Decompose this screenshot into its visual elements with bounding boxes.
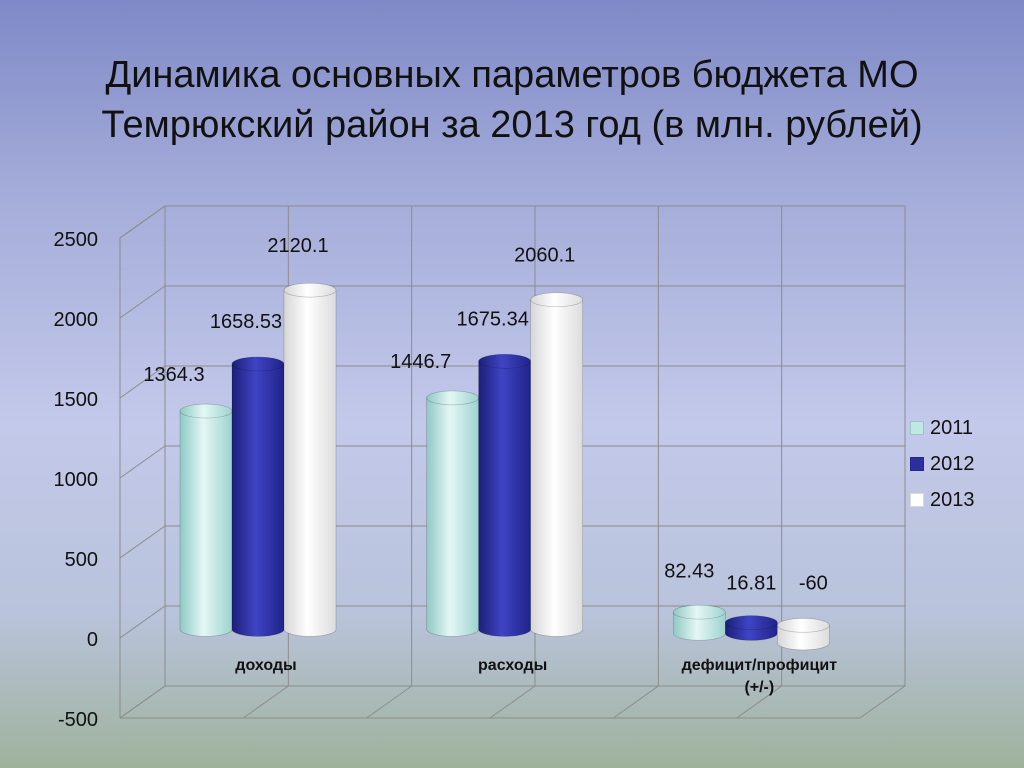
chart-title: Динамика основных параметров бюджета МО … (40, 50, 984, 150)
data-label: 1446.7 (390, 351, 451, 373)
floor-divider (489, 685, 536, 719)
bar-body (777, 625, 830, 651)
bar-body (179, 410, 233, 637)
legend: 2011 2012 2013 (910, 410, 975, 518)
bar-2011-0 (179, 403, 233, 637)
gridline-side (119, 285, 166, 319)
y-tick-label: 1000 (54, 469, 99, 491)
data-label: -60 (799, 572, 828, 594)
bar-2012-2 (725, 615, 778, 641)
data-labels: 1364.3 1658.53 2120.1 1446.7 1675.34 2060.1 82… (143, 235, 827, 594)
y-tick-label: 1500 (54, 389, 99, 411)
floor-divider (736, 685, 782, 719)
bar-body (426, 397, 479, 637)
bar-body (231, 363, 285, 637)
y-tick-label: 2500 (54, 229, 99, 251)
category-label: расходы (478, 657, 547, 674)
floor-divider (243, 685, 289, 719)
data-label: 2120.1 (267, 235, 328, 257)
legend-label: 2012 (930, 452, 975, 475)
category-labels: доходы расходы дефицит/профицит (+/-) (235, 657, 837, 696)
legend-label: 2013 (930, 488, 975, 511)
gridline-side (119, 445, 166, 479)
bar-top (283, 282, 337, 298)
legend-item-2013: 2013 (910, 482, 975, 518)
data-label: 1658.53 (210, 311, 282, 333)
legend-swatch (910, 421, 924, 435)
bars (179, 282, 830, 651)
bar-top (530, 292, 583, 308)
legend-label: 2011 (930, 416, 974, 439)
y-tick-label: 2000 (54, 309, 99, 331)
chart-title-line1: Динамика основных параметров бюджета МО (105, 54, 919, 96)
floor-divider (613, 685, 659, 719)
category-label: дефицит/профицит (+/-) (682, 657, 838, 696)
category-label-line: (+/-) (744, 679, 774, 696)
bar-2012-0 (231, 356, 285, 637)
bar-2012-1 (478, 354, 531, 637)
gridline-side (119, 365, 166, 399)
gridline-side (119, 525, 166, 559)
legend-swatch (910, 457, 924, 471)
bar-top (231, 356, 285, 372)
bar-top (777, 618, 830, 633)
floor-edge (859, 685, 906, 719)
data-label: 82.43 (664, 560, 714, 582)
category-label-line: доходы (235, 657, 296, 674)
bar-2013-1 (530, 292, 583, 637)
bar-top (179, 403, 233, 419)
category-label-line: дефицит/профицит (682, 657, 838, 674)
gridline-side (119, 205, 166, 239)
bar-top (426, 390, 479, 406)
data-label: 2060.1 (514, 245, 575, 267)
bar-top (673, 604, 726, 620)
y-tick-label: 0 (87, 629, 98, 651)
legend-item-2012: 2012 (910, 446, 975, 482)
y-tick-label: -500 (58, 709, 98, 731)
legend-swatch (910, 493, 924, 507)
bar-top (478, 354, 531, 369)
bar-body (530, 299, 583, 637)
category-label: доходы (235, 657, 296, 674)
bar-top (725, 615, 778, 630)
legend-item-2011: 2011 (910, 410, 975, 446)
data-label: 16.81 (726, 572, 776, 594)
category-label-line: расходы (478, 657, 547, 674)
bar-body (673, 611, 726, 641)
chart-title-line2: Темрюкский район за 2013 год (в млн. руб… (101, 104, 923, 146)
data-label: 1364.3 (143, 364, 204, 386)
bar-2011-1 (426, 390, 479, 637)
gridline-side (119, 685, 166, 719)
data-label: 1675.34 (457, 308, 529, 330)
bar-2013-2 (777, 618, 830, 651)
bar-body (478, 361, 531, 637)
bar-body (283, 289, 337, 637)
y-tick-label: 500 (65, 549, 98, 571)
bar-2013-0 (283, 282, 337, 637)
floor-divider (366, 685, 412, 719)
bar-2011-2 (673, 604, 726, 641)
y-axis: 2500 2000 1500 1000 500 0 -500 (54, 229, 99, 731)
gridline-side (119, 605, 166, 639)
